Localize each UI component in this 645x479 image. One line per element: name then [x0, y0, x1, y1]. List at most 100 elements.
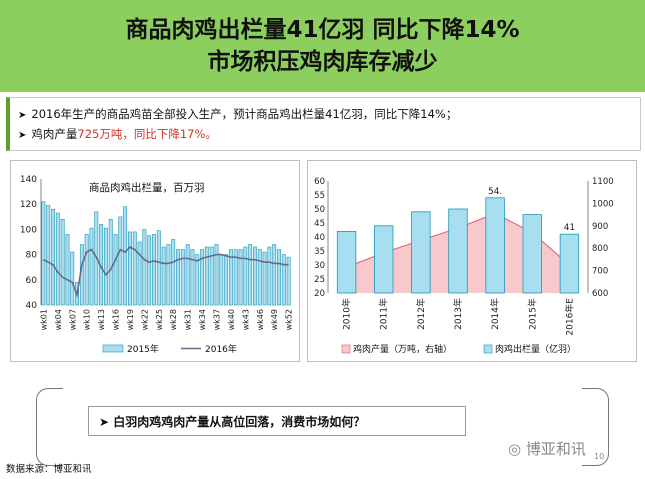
x-tick-label: wk37: [212, 309, 221, 330]
bar-2015: [108, 219, 113, 306]
left-tick-label: 25: [314, 275, 325, 285]
x-tick-label: wk52: [285, 309, 294, 330]
annual-chart-panel: 20 25 30 35 40 45 50 55 60 600 700 800 900 1000 1100 54…: [307, 160, 637, 362]
x-category-label: 2015年: [526, 298, 538, 330]
question-box: ➤ 白羽肉鸡鸡肉产量从高位回落，消费市场如何？: [88, 406, 466, 436]
right-bracket: [582, 388, 609, 466]
bar-2015: [180, 249, 185, 306]
y-tick-label: 120: [20, 200, 37, 210]
right-tick-label: 700: [592, 267, 608, 277]
bar-2015: [84, 234, 89, 306]
bar-2015: [200, 249, 204, 306]
data-source: 数据来源：博亚和讯: [6, 464, 92, 475]
x-tick-label: wk25: [155, 309, 164, 330]
bar-2015: [41, 201, 46, 306]
x-tick-label: wk31: [184, 309, 193, 330]
x-category-label: 2012年: [415, 298, 427, 330]
bar-2015: [152, 234, 156, 306]
bar-broiler-slaughter: [336, 231, 357, 294]
line-2016: [43, 246, 289, 299]
left-tick-label: 20: [314, 289, 325, 299]
bar-2015: [171, 239, 176, 306]
y-tick-label: 40: [26, 301, 38, 311]
bar-broiler-slaughter: [559, 233, 580, 294]
data-label: 54.: [488, 187, 502, 197]
chart-title: 商品肉鸡出栏量，百万羽: [89, 181, 205, 194]
weekly-chart: 40 60 80 100 120 140 商品肉鸡出栏量，百万羽 wk01 wk04 wk07 wk…: [20, 175, 294, 355]
x-category-label: 2016年E: [563, 298, 575, 336]
bar-2015: [132, 231, 137, 306]
bar-2015: [176, 249, 180, 306]
x-tick-label: wk07: [68, 309, 77, 330]
y-tick-label: 60: [26, 276, 38, 286]
left-tick-label: 40: [314, 233, 325, 243]
bar-2015: [214, 244, 219, 306]
title-banner: 商品肉鸡出栏量41亿羽 同比下降14% 市场积压鸡肉库存减少: [0, 0, 645, 92]
x-category-label: 2011年: [378, 298, 390, 330]
x-tick-label: wk28: [169, 309, 178, 330]
legend-label-2015: 2015年: [127, 343, 159, 355]
right-tick-label: 600: [592, 289, 608, 299]
bar-2015: [185, 244, 190, 306]
data-label: 41: [564, 223, 575, 233]
legend-label-2016: 2016年: [205, 343, 237, 355]
bar-2015: [219, 254, 224, 306]
left-bracket: [36, 388, 63, 466]
page-subtitle: 市场积压鸡肉库存减少: [207, 49, 438, 75]
arrow-bullet-icon: ➤: [18, 130, 27, 141]
bar-2015: [243, 246, 248, 306]
arrow-bullet-icon: ➤: [99, 415, 114, 429]
left-tick-label: 30: [314, 261, 325, 271]
x-tick-label: wk46: [256, 309, 265, 330]
watermark: ◎ 博亚和讯: [508, 438, 586, 459]
x-category-label: 2014年: [489, 298, 501, 330]
x-category-label: 2010年: [341, 298, 353, 330]
bar-broiler-slaughter: [485, 197, 505, 294]
bar-2015: [195, 254, 200, 306]
bar-2015: [238, 249, 243, 306]
bar-2015: [228, 249, 233, 306]
bar-2015: [51, 208, 55, 306]
annual-chart: 20 25 30 35 40 45 50 55 60 600 700 800 900 1000 1100 54…: [314, 177, 614, 355]
bar-2015: [65, 234, 70, 306]
legend-swatch-output: [341, 344, 351, 354]
bar-2015: [89, 227, 94, 306]
bar-broiler-slaughter: [448, 208, 468, 294]
bar-2015: [70, 251, 75, 306]
legend-label-slaughter: 肉鸡出栏量（亿羽）: [495, 343, 576, 355]
bar-2015: [161, 246, 166, 306]
bar-2015: [46, 205, 51, 306]
right-tick-label: 1000: [592, 199, 614, 209]
summary-bullet-2-prefix: 鸡肉产量: [31, 127, 78, 141]
bar-2015: [257, 249, 262, 306]
x-category-label: 2013年: [452, 298, 464, 330]
x-tick-label: wk40: [227, 309, 236, 330]
summary-bullet-1-text: 2016年生产的商品鸡苗全部投入生产，预计商品鸡出栏量41亿羽，同比下降14%；: [31, 107, 458, 121]
bar-2015: [272, 244, 277, 306]
x-tick-label: wk22: [140, 309, 149, 330]
bar-2015: [118, 216, 123, 306]
bar-2015: [233, 249, 238, 306]
bar-broiler-slaughter: [522, 214, 542, 294]
bar-2015: [166, 244, 171, 306]
right-tick-label: 1100: [592, 177, 614, 187]
bar-2015: [128, 231, 132, 306]
x-tick-label: wk34: [198, 309, 207, 330]
question-text: ➤ 白羽肉鸡鸡肉产量从高位回落，消费市场如何？: [99, 413, 365, 430]
bar-2015: [204, 246, 209, 306]
left-tick-label: 60: [314, 177, 325, 187]
y-tick-label: 100: [20, 225, 37, 235]
x-tick-label: wk04: [54, 309, 63, 330]
bar-2015: [137, 241, 142, 306]
left-tick-label: 50: [314, 205, 325, 215]
left-tick-label: 45: [314, 219, 325, 229]
summary-box: ➤ 2016年生产的商品鸡苗全部投入生产，预计商品鸡出栏量41亿羽，同比下降14%…: [6, 97, 641, 151]
summary-bullet-1: ➤ 2016年生产的商品鸡苗全部投入生产，预计商品鸡出栏量41亿羽，同比下降14%…: [18, 106, 457, 122]
bar-2015: [286, 256, 291, 306]
bar-2015: [113, 234, 118, 306]
legend-label-output: 鸡肉产量（万吨，右轴）: [353, 343, 452, 355]
bar-2015: [142, 229, 147, 306]
bar-broiler-slaughter: [374, 225, 394, 294]
bar-2015: [190, 249, 195, 306]
right-tick-label: 800: [592, 244, 608, 254]
